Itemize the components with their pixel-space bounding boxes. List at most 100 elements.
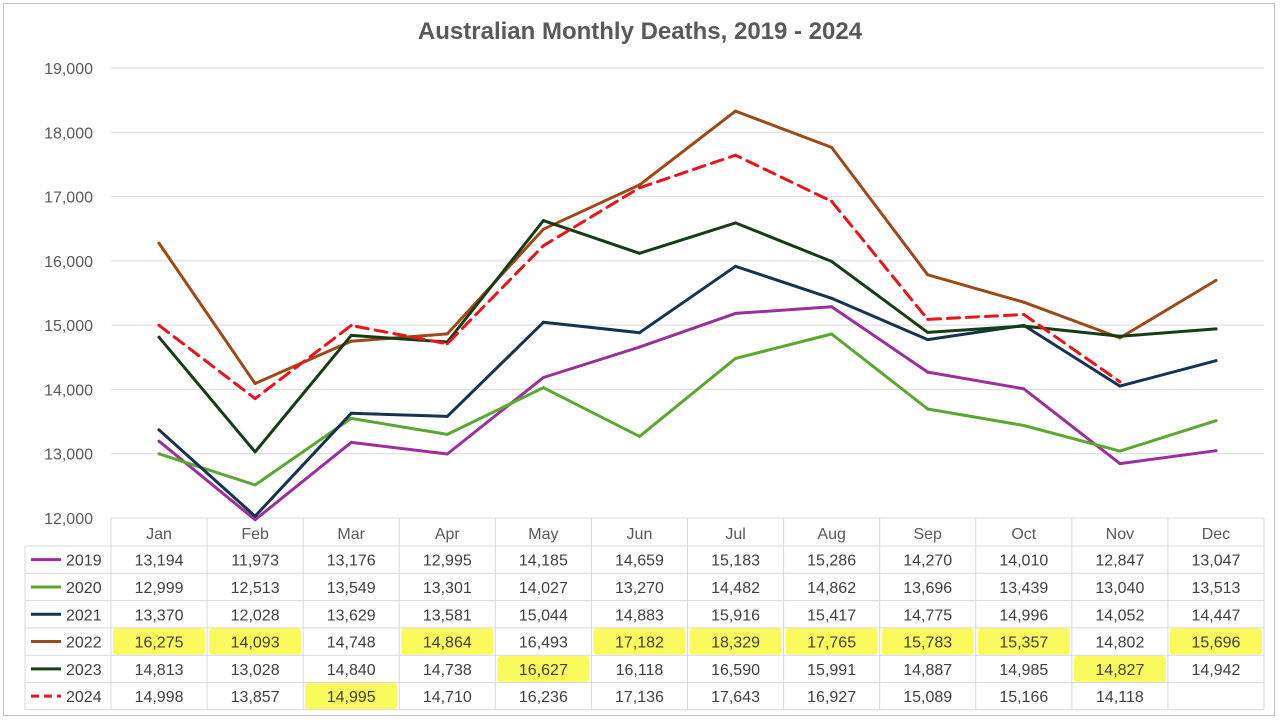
data-point: [830, 259, 834, 263]
data-label: 14,775: [903, 607, 952, 624]
data-label: 13,549: [327, 580, 376, 597]
data-point: [1022, 324, 1026, 328]
x-tick-label: May: [528, 526, 558, 543]
data-point: [1022, 387, 1026, 391]
data-label: 14,942: [1191, 662, 1240, 679]
data-point: [349, 440, 353, 444]
data-label: 17,765: [807, 635, 856, 652]
x-tick-label: Apr: [435, 526, 461, 543]
highlight-mark: [689, 628, 782, 655]
data-point: [734, 311, 737, 315]
data-label: 14,738: [423, 662, 472, 679]
data-label: 16,627: [519, 662, 568, 679]
series-line: [157, 305, 1218, 522]
legend-label: 2023: [66, 662, 102, 679]
data-point: [638, 345, 641, 349]
data-label: 15,916: [711, 607, 760, 624]
data-label: 14,447: [1191, 607, 1240, 624]
x-tick-label: Oct: [1011, 526, 1036, 543]
data-point: [541, 320, 545, 324]
data-point: [349, 324, 353, 327]
data-point: [253, 382, 257, 385]
legend-label: 2019: [66, 553, 102, 570]
data-label: 13,370: [135, 607, 184, 624]
y-tick-label: 12,000: [44, 511, 93, 528]
data-label: 13,301: [423, 580, 472, 597]
data-label: 13,194: [135, 553, 184, 570]
data-point: [830, 145, 834, 149]
x-tick-label: Mar: [337, 526, 365, 543]
data-label: 15,991: [807, 662, 856, 679]
data-point: [253, 483, 257, 487]
data-point: [926, 317, 930, 321]
x-tick-label: Nov: [1106, 526, 1134, 543]
series-line: [157, 264, 1218, 518]
y-axis-ticks: 12,000 13,000 14,000 15,000 16,000 17,000 18,0…: [44, 61, 93, 528]
data-point: [445, 414, 449, 418]
data-label: 17,136: [615, 689, 664, 706]
data-point: [349, 333, 353, 337]
data-label: 16,118: [616, 662, 664, 679]
data-point: [638, 186, 641, 190]
data-label: 15,286: [807, 553, 856, 570]
data-label: 14,093: [231, 635, 280, 652]
data-point: [926, 338, 930, 342]
data-point: [638, 331, 641, 335]
data-label: 13,629: [327, 607, 376, 624]
data-point: [349, 416, 353, 420]
data-label: 14,827: [1095, 662, 1144, 679]
data-label: 14,998: [135, 689, 184, 706]
data-label: 15,783: [903, 635, 952, 652]
data-point: [253, 514, 257, 518]
data-point: [926, 407, 930, 411]
data-point: [253, 397, 257, 401]
data-point: [734, 221, 737, 225]
data-point: [1118, 449, 1122, 453]
legend-label: 2024: [66, 689, 102, 706]
data-point: [541, 219, 545, 223]
data-label: 15,417: [807, 607, 856, 624]
data-point: [349, 339, 353, 343]
highlight-mark: [305, 683, 398, 710]
data-point: [157, 439, 161, 443]
data-label: 14,862: [807, 580, 856, 597]
data-point: [926, 330, 930, 334]
data-label: 14,883: [615, 607, 664, 624]
data-label: 12,847: [1095, 553, 1144, 570]
legend-label: 2021: [66, 607, 102, 624]
data-point: [253, 518, 257, 522]
data-label: 13,176: [327, 553, 376, 570]
data-point: [638, 251, 641, 255]
data-point: [445, 452, 449, 456]
highlight-mark: [881, 628, 974, 655]
gridlines: [111, 67, 1264, 455]
data-label: 14,813: [135, 662, 184, 679]
data-label: 12,995: [423, 553, 472, 570]
data-label: 14,710: [423, 689, 472, 706]
data-label: 17,643: [711, 689, 760, 706]
x-tick-label: Feb: [241, 526, 269, 543]
y-tick-label: 16,000: [44, 254, 93, 271]
data-point: [157, 335, 161, 339]
data-label: 14,118: [1096, 689, 1144, 706]
data-label: 14,027: [519, 580, 568, 597]
data-point: [157, 428, 161, 432]
data-label: 16,590: [711, 662, 760, 679]
data-label: 14,052: [1095, 607, 1144, 624]
data-point: [830, 296, 834, 300]
data-label: 17,182: [615, 635, 664, 652]
data-label: 13,439: [999, 580, 1048, 597]
data-point: [1214, 327, 1218, 331]
data-point: [830, 332, 834, 336]
data-label: 14,802: [1095, 635, 1144, 652]
data-label: 15,183: [711, 553, 760, 570]
series-line: [157, 109, 1218, 385]
data-label: 14,887: [903, 662, 952, 679]
data-label: 14,010: [999, 553, 1048, 570]
data-label: 13,696: [903, 580, 952, 597]
series-line: [157, 153, 1122, 401]
highlight-mark: [401, 628, 494, 655]
data-point: [541, 386, 545, 390]
data-label: 14,996: [999, 607, 1048, 624]
